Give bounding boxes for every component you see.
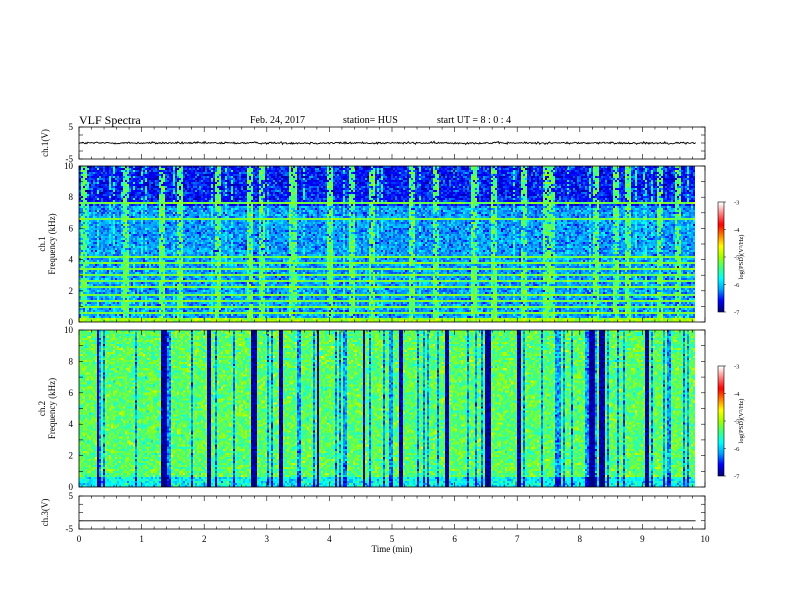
y-tick-label: 5 [69,491,74,501]
x-tick-label: 6 [452,534,457,544]
y-tick-label: 4 [69,255,74,265]
x-tick-label: 8 [578,534,583,544]
ch1-colorbar: -3 -4 -5 -6 -7 log(PSD)(V²/Hz) [717,200,745,317]
y-tick-label: 2 [69,286,74,296]
colorbar-label: log(PSD)(V²/Hz) [738,235,745,280]
colorbar-label: log(PSD)(V²/Hz) [738,399,745,444]
x-tick-label: 0 [77,534,82,544]
y-tick-label: 5 [69,122,74,132]
y-tick-label: 6 [69,223,74,233]
colorbar-tick-label: -6 [734,282,740,289]
y-axis-label: ch.1(V) [40,129,50,157]
x-tick-label: 4 [327,534,332,544]
y-axis-label: ch.2Frequency (kHz) [37,378,57,439]
y-tick-label: 10 [64,325,74,335]
x-tick-label: 9 [640,534,645,544]
colorbar-tick-label: -4 [734,391,740,398]
x-tick-label: 5 [390,534,395,544]
x-tick-label: 7 [515,534,520,544]
y-tick-label: 8 [69,356,74,366]
y-tick-label: 0 [69,482,74,492]
start-ut-label: start UT = 8 : 0 : 4 [437,115,512,126]
x-tick-label: 3 [265,534,270,544]
colorbar-tick-label: -7 [734,474,740,481]
date-label: Feb. 24, 2017 [250,115,305,126]
station-label: station= HUS [343,115,398,126]
colorbar-tick-label: -4 [734,227,740,234]
y-tick-label: 8 [69,192,74,202]
y-tick-label: -5 [66,524,74,534]
y-tick-label: 6 [69,388,74,398]
colorbar-tick-label: -3 [734,364,739,371]
ch1-waveform-panel: 5 -5 ch.1(V) [40,122,706,164]
y-tick-label: 10 [64,161,74,171]
y-tick-label: 2 [69,451,74,461]
x-tick-label: 1 [139,534,144,544]
y-tick-label: 0 [69,317,74,327]
colorbar-tick-label: -3 [734,200,739,207]
x-tick-label: 2 [202,534,207,544]
waveform-trace [78,140,696,146]
figure-title: VLF Spectra [79,113,141,127]
x-tick-label: 10 [701,534,711,544]
ch1-colorbar-image [718,202,724,312]
colorbar-tick-label: -5 [734,255,739,262]
ch2-colorbar-image [718,366,724,476]
ch3-waveform-panel: 5 -5 ch.3(V) 0 1 2 3 4 5 6 7 8 9 10 Time (min) [40,491,710,554]
y-axis-label: ch.3(V) [40,499,50,527]
ch2-colorbar: -3 -4 -5 -6 -7 log(PSD)(V²/Hz) [717,364,745,481]
ch2-spectrogram-panel: 0 2 4 6 8 10 ch.2Frequency (kHz) [37,325,706,492]
ch1-spectrogram-panel: 0 2 4 6 8 10 ch.1Frequency (kHz) [37,161,706,327]
colorbar-tick-label: -7 [734,310,740,317]
colorbar-tick-label: -5 [734,419,739,426]
y-tick-label: 4 [69,419,74,429]
ch2-spectrogram-image [79,330,705,487]
colorbar-tick-label: -6 [734,446,740,453]
y-axis-label: ch.1Frequency (kHz) [37,213,57,274]
x-axis-label: Time (min) [372,544,413,554]
y-tick-label: -5 [66,154,74,164]
ch1-spectrogram-image [79,166,705,322]
